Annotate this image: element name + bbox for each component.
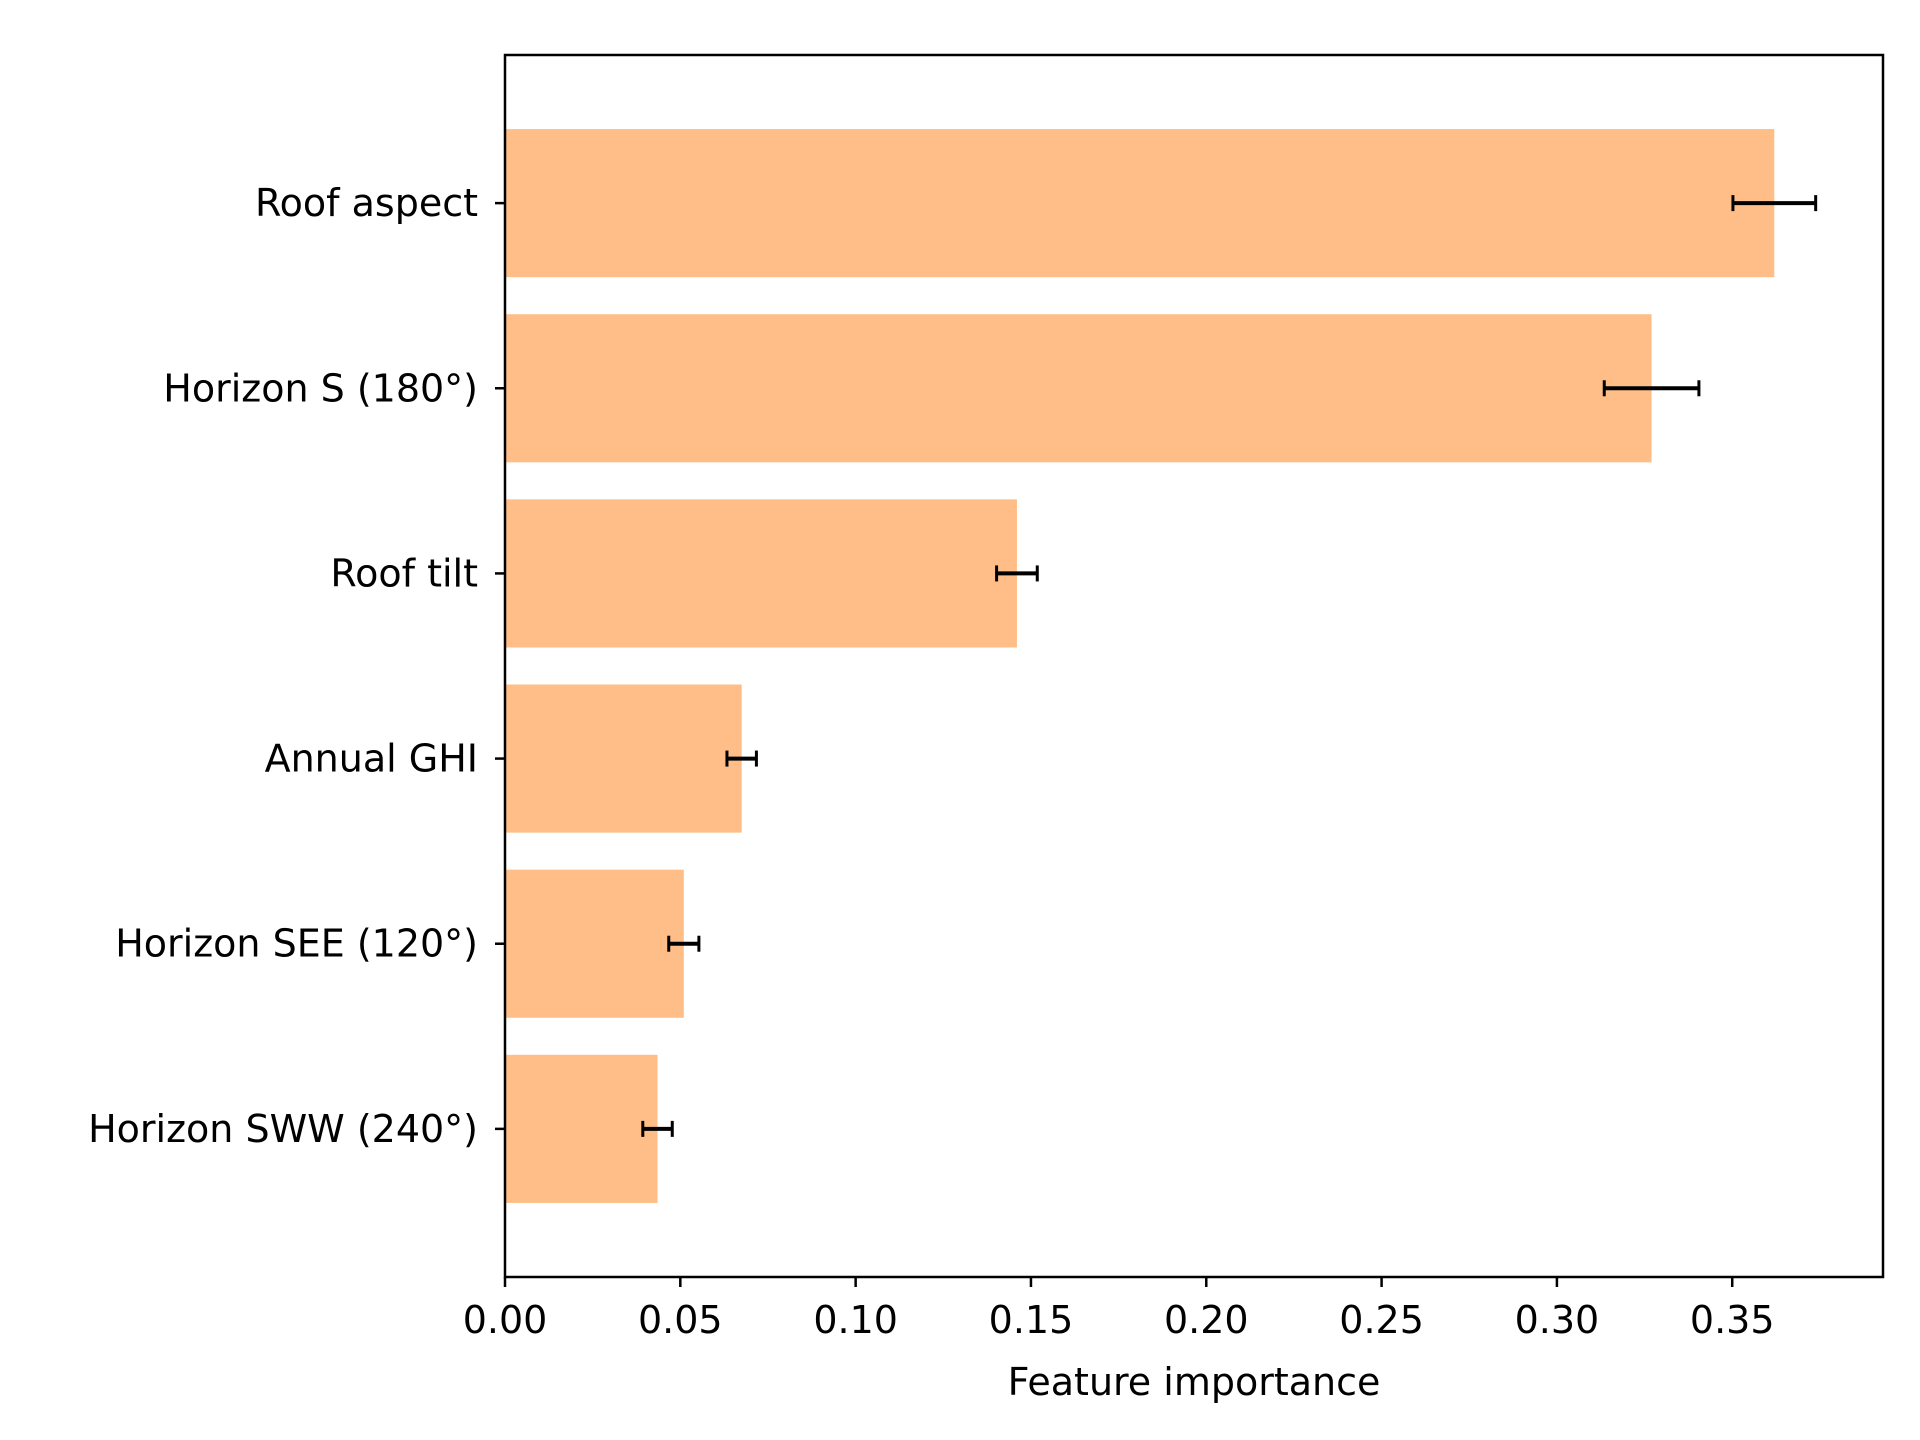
error-bar-3 <box>995 565 1039 582</box>
plot-frame <box>503 53 1885 1279</box>
bars-group <box>505 129 1775 1203</box>
x-tick-label: 0.20 <box>1164 1298 1249 1342</box>
x-tick-label: 0.30 <box>1515 1298 1600 1342</box>
x-axis-ticks: 0.00 0.05 0.10 0.15 0.20 0.25 0.30 0.35 <box>463 1277 1775 1342</box>
y-tick-label: Annual GHI <box>265 737 478 781</box>
x-tick-label: 0.00 <box>463 1298 548 1342</box>
y-tick-label: Horizon SEE (120°) <box>115 922 478 966</box>
error-bar-5 <box>667 935 701 952</box>
y-tick-label: Horizon SWW (240°) <box>88 1107 478 1151</box>
bar-4 <box>505 684 742 833</box>
bar-3 <box>505 499 1017 648</box>
error-bar-4 <box>725 750 758 767</box>
x-tick-label: 0.15 <box>989 1298 1074 1342</box>
x-tick-label: 0.25 <box>1339 1298 1424 1342</box>
x-tick-label: 0.10 <box>813 1298 898 1342</box>
bar-2 <box>505 314 1652 463</box>
y-tick-label: Horizon S (180°) <box>163 366 478 410</box>
y-tick-label: Roof tilt <box>330 551 478 595</box>
y-axis-ticks: Roof aspect Horizon S (180°) Roof tilt Annu… <box>88 181 505 1151</box>
x-tick-label: 0.05 <box>638 1298 723 1342</box>
error-bar-6 <box>641 1120 674 1137</box>
bar-1 <box>505 129 1775 278</box>
x-tick-label: 0.35 <box>1690 1298 1775 1342</box>
x-axis-label: Feature importance <box>1008 1360 1381 1404</box>
bar-5 <box>505 869 684 1018</box>
error-bar-2 <box>1602 380 1701 397</box>
error-bar-1 <box>1731 195 1818 212</box>
bar-6 <box>505 1054 658 1203</box>
error-bars-group <box>641 195 1818 1137</box>
y-tick-label: Roof aspect <box>255 181 478 225</box>
